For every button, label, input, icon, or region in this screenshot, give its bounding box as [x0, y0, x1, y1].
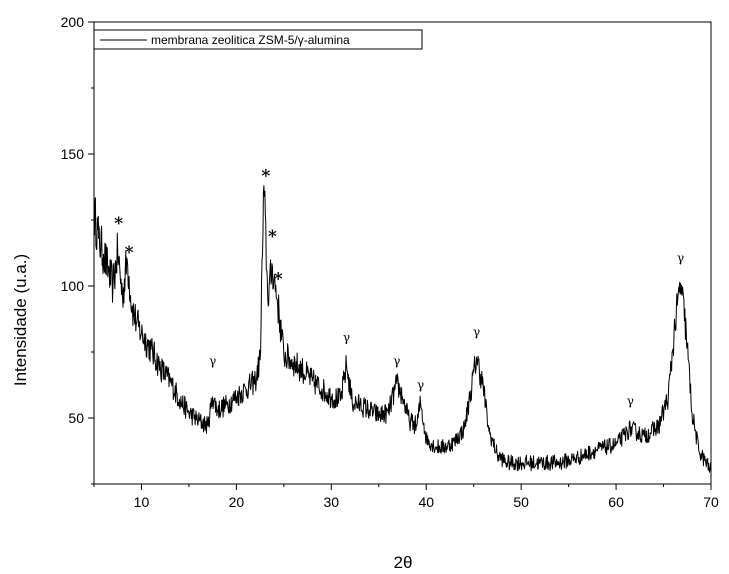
plot-frame [93, 21, 712, 485]
zeolite-peak-marker: * [268, 227, 277, 247]
series-line [93, 185, 712, 473]
zeolite-peak-marker: * [261, 166, 270, 186]
alumina-peak-marker: γ [393, 354, 400, 368]
alumina-peak-marker: γ [473, 325, 480, 339]
legend-label: membrana zeolitica ZSM-5/γ-alumina [151, 33, 350, 47]
legend: membrana zeolitica ZSM-5/γ-alumina [93, 29, 423, 50]
x-tick-label: 20 [229, 494, 245, 510]
alumina-peak-marker: γ [627, 394, 634, 408]
x-axis-label: 2θ [394, 553, 413, 572]
zeolite-peak-marker: * [274, 269, 283, 289]
x-tick-label: 40 [418, 494, 434, 510]
legend-box [93, 29, 423, 50]
x-tick-label: 10 [134, 494, 150, 510]
alumina-peak-marker: γ [209, 354, 216, 368]
x-tick-label: 60 [608, 494, 624, 510]
x-tick-label: 70 [703, 494, 719, 510]
alumina-peak-marker: γ [417, 378, 424, 392]
axes: 10 20 30 40 50 60 70 50 100 150 200 [61, 14, 719, 510]
x-tick-label: 50 [513, 494, 529, 510]
alumina-peak-marker: γ [677, 251, 684, 265]
alumina-peak-marker: γ [343, 330, 350, 344]
zeolite-peak-marker: * [125, 243, 134, 263]
y-tick-label: 100 [61, 278, 85, 294]
y-tick-label: 150 [61, 146, 85, 162]
y-tick-label: 50 [68, 410, 84, 426]
zeolite-peak-marker: * [114, 214, 123, 234]
series-layer [93, 185, 712, 473]
x-tick-label: 30 [324, 494, 340, 510]
y-tick-label: 200 [61, 14, 85, 30]
y-axis-label: Intensidade (u.a.) [11, 254, 30, 386]
